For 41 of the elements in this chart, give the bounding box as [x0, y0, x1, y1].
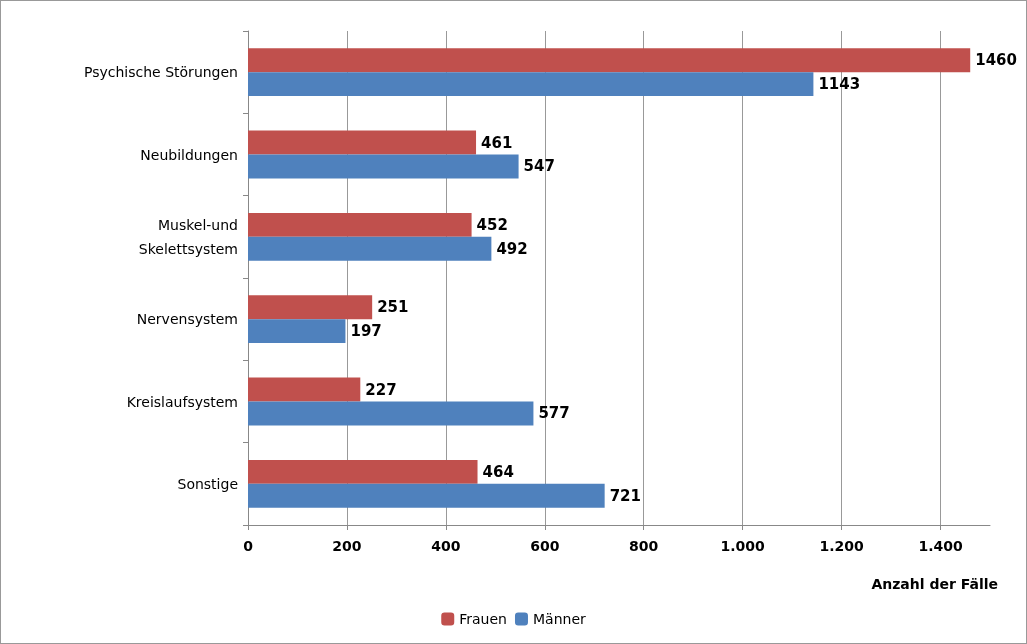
x-tick-label: 1.000: [720, 538, 766, 554]
x-axis-title: Anzahl der Fälle: [871, 576, 998, 592]
data-label: 577: [538, 404, 570, 423]
y-tick-label: Nervensystem: [136, 311, 238, 328]
y-tick-label: Muskel-und Skelettsystem: [138, 216, 238, 257]
x-tick-label: 0: [243, 538, 254, 554]
bar: [248, 483, 605, 508]
data-label: 251: [377, 298, 409, 317]
data-label: 492: [496, 239, 528, 258]
data-label: 1460: [975, 51, 1017, 70]
x-tick-label: 600: [530, 538, 560, 554]
bar: [248, 154, 519, 179]
bar: [248, 401, 534, 426]
data-label: 1143: [818, 75, 861, 94]
data-label: 227: [365, 380, 397, 399]
y-tick-label: Sonstige: [177, 475, 238, 492]
y-tick-label: Psychische Störungen: [84, 64, 238, 81]
bar: [248, 295, 373, 320]
data-label: 461: [481, 133, 513, 152]
legend-label: Frauen: [459, 611, 507, 627]
x-tick-label: 400: [431, 538, 461, 554]
legend-label: Männer: [532, 611, 586, 627]
bar: [248, 212, 472, 237]
bar: [248, 48, 971, 73]
data-label: 464: [482, 462, 514, 481]
bar: [248, 459, 478, 484]
y-tick-label: Neubildungen: [140, 146, 238, 163]
bar: [248, 236, 492, 261]
bar: [248, 130, 477, 155]
data-label: 452: [476, 215, 508, 234]
data-label: 197: [350, 322, 382, 341]
bar: [248, 72, 814, 97]
x-tick-label: 1.400: [918, 538, 963, 554]
bar: [248, 319, 346, 344]
y-tick-label: Kreislaufsystem: [126, 393, 238, 410]
x-tick-label: 1.200: [819, 538, 864, 554]
bar: [248, 377, 361, 402]
x-tick-label: 800: [629, 538, 659, 554]
x-tick-label: 200: [332, 538, 362, 554]
data-label: 547: [523, 157, 555, 176]
data-label: 721: [609, 486, 641, 505]
